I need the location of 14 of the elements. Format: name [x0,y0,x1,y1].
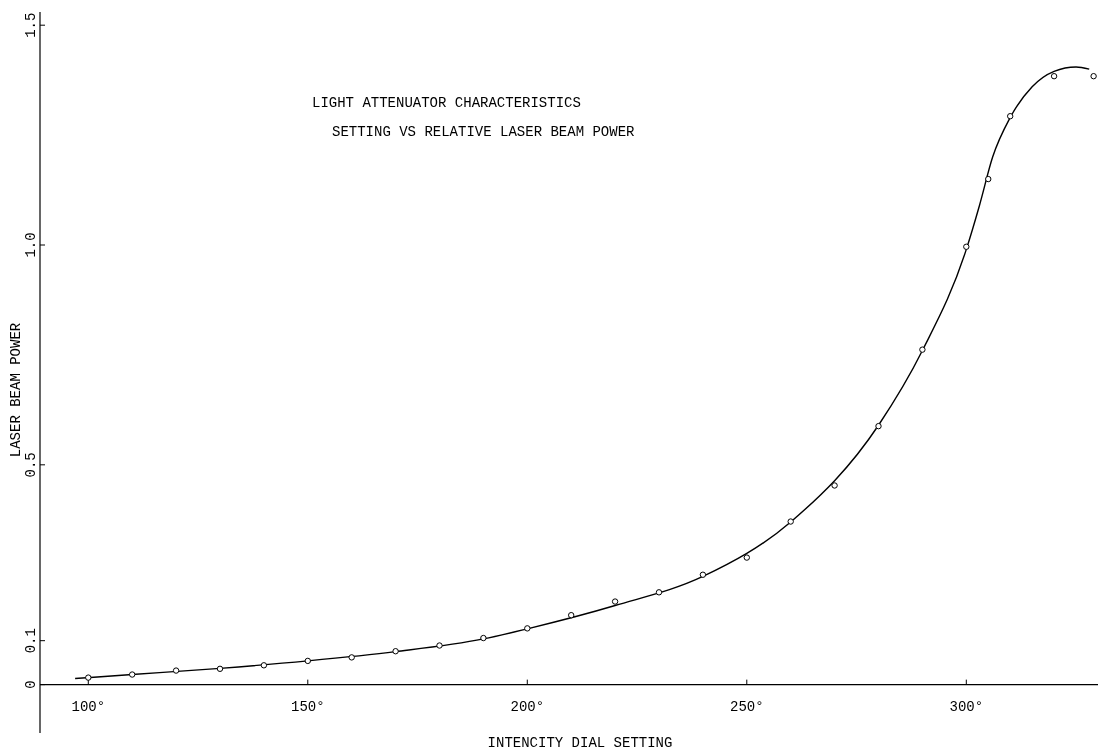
y-tick-label: 1.5 [23,12,39,38]
y-tick-label: 1.0 [23,232,39,258]
x-tick-label: 200° [510,698,545,715]
x-tick-label: 250° [729,698,764,715]
x-axis-title: INTENCITY DIAL SETTING [487,735,673,751]
y-tick-label: 0.5 [23,452,39,478]
x-tick-label: 100° [71,698,106,715]
text: SETTING VS RELATIVE LASER BEAM POWER [332,124,636,140]
y-axis-title: LASER BEAM POWER [8,322,24,458]
x-tick-label: 300° [949,698,984,715]
y-tick-label: 0.1 [23,628,39,654]
x-tick-label: 150° [290,698,325,715]
y-tick-label: 0 [23,680,39,689]
text: LIGHT ATTENUATOR CHARACTERISTICS [312,95,581,111]
